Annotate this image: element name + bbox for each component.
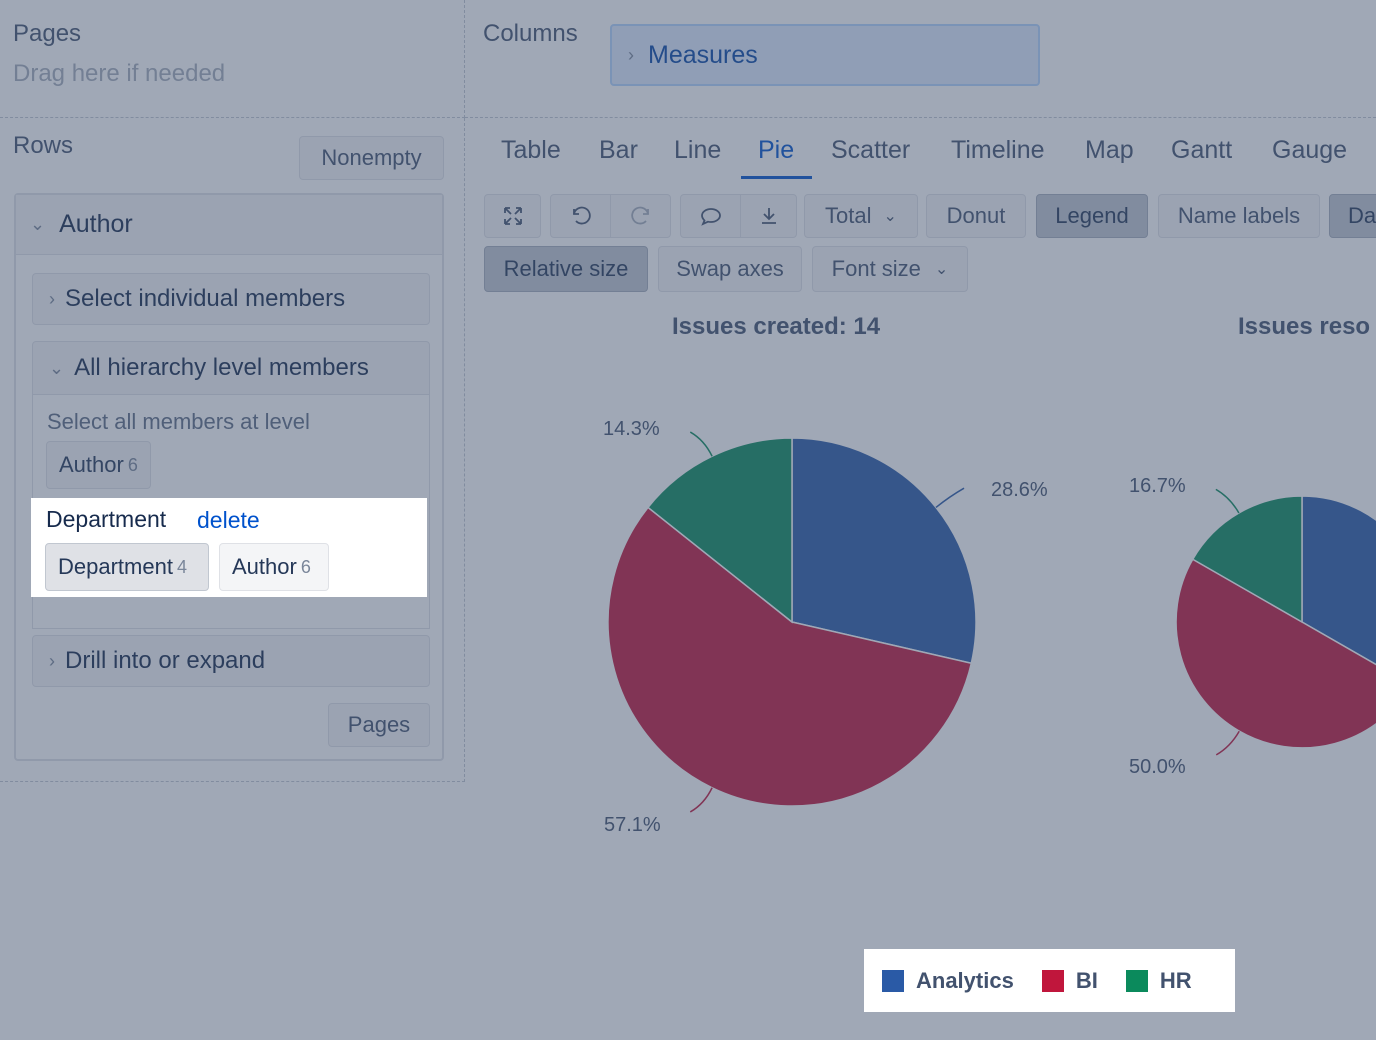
legend-swatch-bi — [1041, 969, 1064, 992]
legend-label-bi: BI — [1075, 967, 1098, 993]
pie1-label-analytics: 28.6% — [991, 479, 1048, 501]
department-title: Department — [46, 506, 167, 532]
pie1-connector-analytics — [935, 487, 965, 508]
department-level-button[interactable]: Department 4 — [45, 543, 209, 591]
pie2-label-bi: 50.0% — [1129, 756, 1186, 778]
chart-legend: Analytics BI HR — [864, 949, 1235, 1012]
department-level-label: Department — [58, 554, 173, 579]
department-level-block: Department delete Department 4 Author 6 — [31, 498, 427, 597]
pie2-connector-hr — [1215, 488, 1240, 514]
pie2-label-hr: 16.7% — [1129, 475, 1186, 497]
pie1-connector-hr — [689, 431, 713, 457]
pie1-label-bi: 57.1% — [604, 814, 661, 836]
legend-item-analytics[interactable]: Analytics — [882, 968, 1014, 994]
author-level-2-label: Author — [232, 554, 297, 579]
legend-item-hr[interactable]: HR — [1125, 967, 1192, 994]
legend-label-hr: HR — [1159, 967, 1192, 993]
legend-item-bi[interactable]: BI — [1041, 967, 1098, 994]
legend-swatch-analytics — [882, 969, 904, 992]
author-level-2-count: 6 — [300, 556, 311, 577]
legend-swatch-hr — [1125, 969, 1148, 992]
pie2-connector-bi — [1215, 730, 1240, 756]
delete-link[interactable]: delete — [197, 507, 260, 533]
author-level-button-2[interactable]: Author 6 — [219, 543, 329, 591]
pie1-label-hr: 14.3% — [603, 418, 660, 440]
legend-label-analytics: Analytics — [916, 967, 1014, 993]
department-level-count: 4 — [176, 556, 187, 577]
pie1-connector-bi — [689, 787, 713, 813]
